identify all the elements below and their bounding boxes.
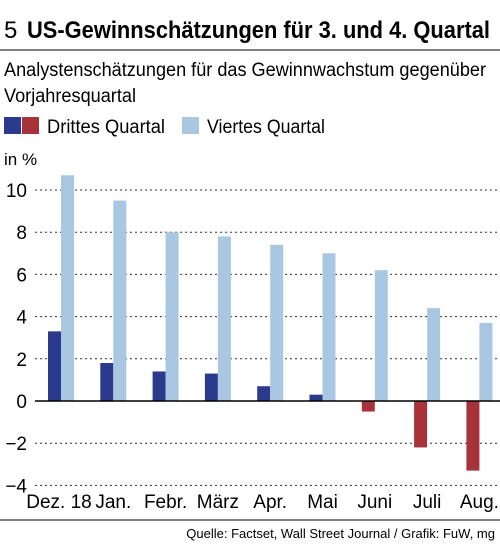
legend-swatch-q3-positive (4, 117, 21, 134)
legend-swatch-q3-negative (22, 117, 39, 134)
bar-q3 (361, 401, 375, 412)
bar-q4 (113, 200, 127, 401)
bar-q3 (257, 386, 271, 401)
bar-q3 (414, 401, 428, 448)
source-note: Quelle: Factset, Wall Street Journal / G… (186, 526, 495, 541)
x-tick-label: Mai (307, 492, 338, 513)
y-tick-label: −4 (5, 476, 27, 497)
bar-q4 (322, 253, 336, 401)
figure-number: 5 (4, 17, 17, 44)
chart-subtitle-line2: Vorjahresquartal (4, 86, 136, 107)
y-tick-label: 2 (16, 350, 27, 371)
bar-q3 (466, 401, 480, 471)
bar-q3 (152, 371, 166, 401)
bar-q4 (479, 322, 493, 401)
x-tick-label: Juli (413, 492, 442, 513)
y-axis-label: in % (4, 150, 37, 169)
x-tick-label: März (197, 492, 239, 513)
chart-subtitle-line1: Analystenschätzungen für das Gewinnwachs… (4, 60, 487, 81)
x-tick-label: Aug. (460, 492, 499, 513)
legend-label-q4: Viertes Quartal (207, 117, 325, 138)
chart-title: US-Gewinnschätzungen für 3. und 4. Quart… (27, 17, 490, 44)
bar-q4 (374, 270, 388, 401)
y-tick-label: 4 (16, 308, 27, 329)
y-tick-label: −2 (5, 434, 27, 455)
y-tick-label: 10 (6, 181, 27, 202)
bar-q4 (61, 175, 74, 401)
x-tick-label: Jan. (95, 492, 131, 513)
y-tick-label: 8 (16, 223, 27, 244)
bars (48, 175, 493, 471)
legend-swatch-q4 (182, 117, 199, 134)
x-tick-label: Juni (357, 492, 392, 513)
bar-q4 (427, 308, 441, 401)
legend: Drittes Quartal Viertes Quartal (4, 117, 325, 138)
bar-q4 (270, 244, 284, 401)
bar-q3 (204, 373, 218, 401)
x-tick-label: Febr. (144, 492, 187, 513)
bar-q4 (217, 236, 231, 401)
x-tick-label: Apr. (253, 492, 287, 513)
legend-label-q3: Drittes Quartal (47, 117, 165, 138)
y-ticks: 10 8 6 4 2 0 −2 −4 (5, 181, 27, 497)
bar-q3 (100, 363, 114, 401)
y-tick-label: 6 (16, 265, 27, 286)
x-ticks: Dez. 18 Jan. Febr. März Apr. Mai Juni Juli Aug. (26, 492, 499, 513)
bar-q3 (48, 331, 61, 401)
y-tick-label: 0 (16, 392, 27, 413)
bar-q3 (309, 394, 323, 401)
x-tick-label: Dez. 18 (26, 492, 91, 513)
bar-q4 (165, 232, 179, 401)
